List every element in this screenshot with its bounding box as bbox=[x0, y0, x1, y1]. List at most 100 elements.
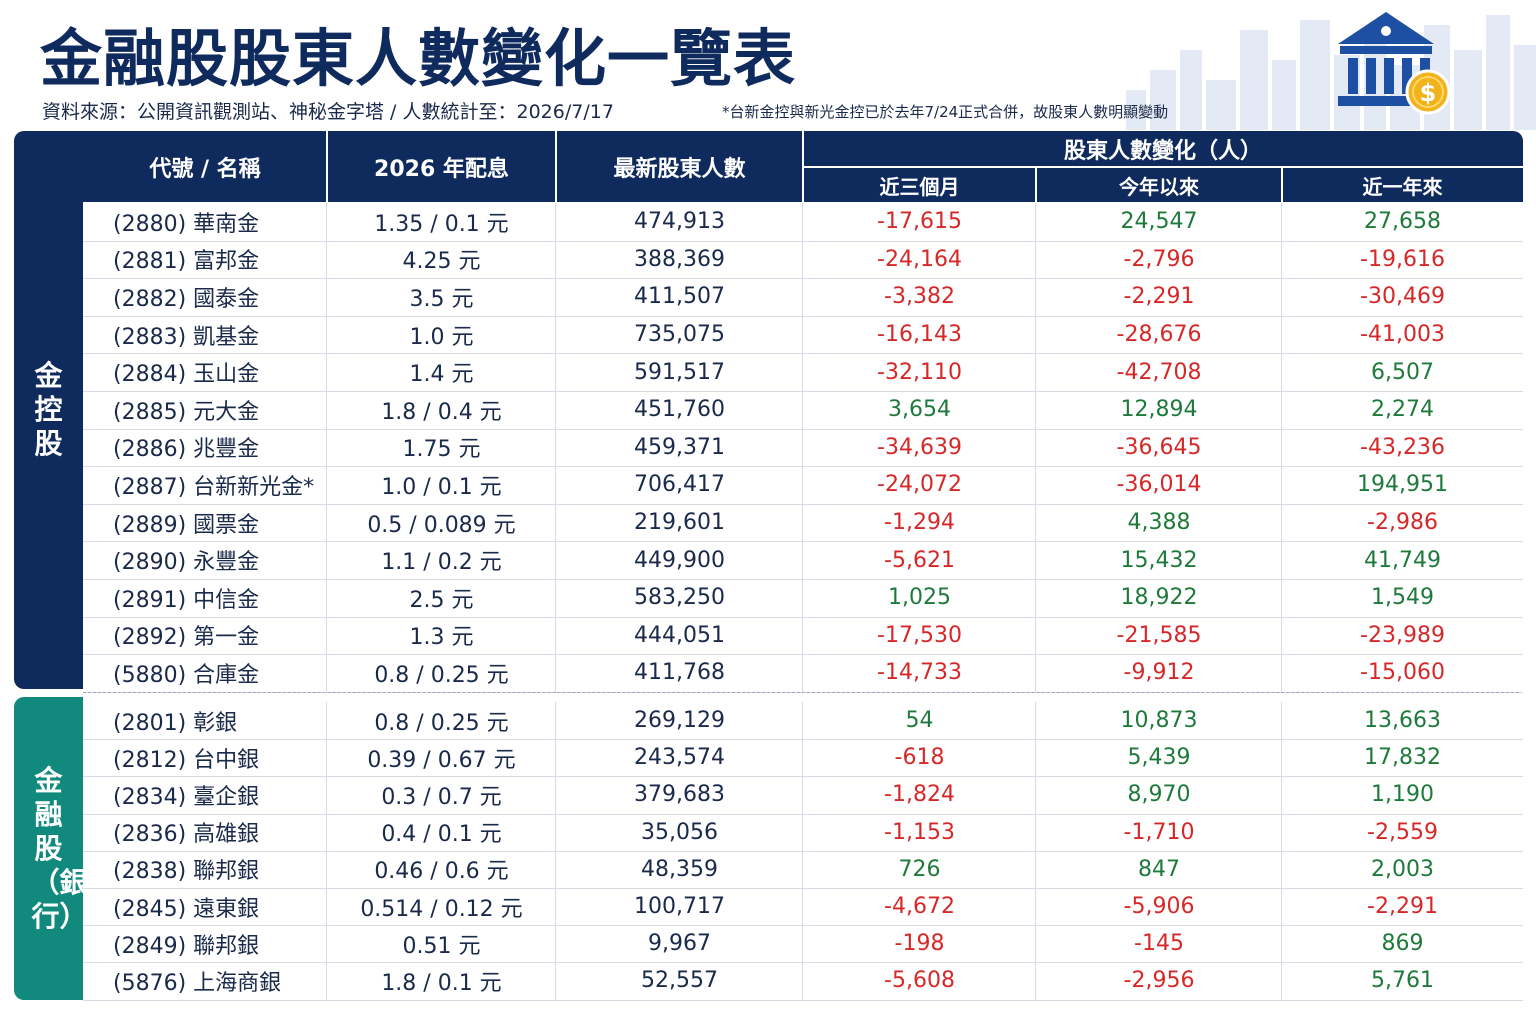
cell-m3: -24,072 bbox=[877, 472, 962, 498]
cell-dividend: 0.39 / 0.67 元 bbox=[367, 747, 516, 773]
cell-m3: -32,110 bbox=[877, 359, 962, 385]
cell-dividend: 1.4 元 bbox=[409, 362, 474, 388]
cell-y1: 6,507 bbox=[1371, 359, 1434, 385]
cell-ytd: 12,894 bbox=[1120, 397, 1198, 423]
cell-m3: 1,025 bbox=[888, 585, 951, 611]
table-header: 代號 / 名稱 2026 年配息 最新股東人數 股東人數變化（人） 近三個月 今… bbox=[83, 131, 1523, 202]
table-row: (2881) 富邦金 4.25 元 388,369 -24,164 -2,796 -19,… bbox=[83, 240, 1523, 280]
cell-name: (2884) 玉山金 bbox=[113, 362, 260, 388]
table-row: (5876) 上海商銀 1.8 / 0.1 元 52,557 -5,608 -2,956… bbox=[83, 962, 1523, 1001]
cell-y1: -41,003 bbox=[1360, 322, 1445, 348]
table-row: (2849) 聯邦銀 0.51 元 9,967 -198 -145 869 bbox=[83, 925, 1523, 964]
cell-holders: 48,359 bbox=[641, 856, 718, 882]
table-row: (2838) 聯邦銀 0.46 / 0.6 元 48,359 726 847 2,003 bbox=[83, 850, 1523, 889]
cell-holders: 706,417 bbox=[634, 472, 725, 498]
table-row: (2891) 中信金 2.5 元 583,250 1,025 18,922 1,549 bbox=[83, 579, 1523, 618]
cell-name: (2834) 臺企銀 bbox=[113, 784, 260, 810]
cell-m3: -17,615 bbox=[877, 209, 962, 235]
group-separator bbox=[83, 692, 1519, 693]
cell-holders: 474,913 bbox=[634, 209, 725, 235]
cell-dividend: 1.8 / 0.4 元 bbox=[381, 399, 502, 425]
page-title: 金融股股東人數變化一覽表 bbox=[40, 22, 797, 95]
cell-holders: 9,967 bbox=[648, 931, 711, 957]
cell-ytd: 4,388 bbox=[1127, 510, 1191, 536]
cell-name: (2890) 永豐金 bbox=[113, 550, 260, 576]
dollar-coin-icon: $ bbox=[1405, 69, 1451, 115]
merger-note: *台新金控與新光金控已於去年7/24正式合併，故股東人數明顯變動 bbox=[722, 103, 1169, 121]
cell-m3: -5,608 bbox=[884, 968, 955, 994]
cell-m3: -14,733 bbox=[877, 660, 962, 686]
cell-holders: 269,129 bbox=[634, 708, 725, 734]
cell-name: (2881) 富邦金 bbox=[113, 249, 260, 275]
cell-dividend: 0.8 / 0.25 元 bbox=[374, 710, 509, 736]
cell-dividend: 4.25 元 bbox=[402, 249, 481, 275]
cell-y1: 2,003 bbox=[1371, 856, 1434, 882]
header-dividend: 2026 年配息 bbox=[374, 156, 509, 182]
cell-ytd: -42,708 bbox=[1116, 359, 1202, 385]
table-row: (2889) 國票金 0.5 / 0.089 元 219,601 -1,294 4,38… bbox=[83, 503, 1523, 543]
cell-holders: 451,760 bbox=[634, 397, 725, 423]
cell-ytd: -28,676 bbox=[1116, 322, 1202, 348]
cell-holders: 583,250 bbox=[634, 585, 725, 611]
cell-y1: -2,291 bbox=[1367, 894, 1438, 920]
cell-ytd: -9,912 bbox=[1123, 660, 1195, 686]
cell-name: (2887) 台新新光金* bbox=[113, 474, 315, 500]
cell-dividend: 0.4 / 0.1 元 bbox=[381, 822, 502, 848]
table-row: (2892) 第一金 1.3 元 444,051 -17,530 -21,585 -23,… bbox=[83, 616, 1523, 656]
cell-ytd: -36,645 bbox=[1116, 434, 1202, 460]
svg-text:$: $ bbox=[1420, 79, 1437, 107]
cell-name: (2812) 台中銀 bbox=[113, 747, 260, 773]
table-row: (2886) 兆豐金 1.75 元 459,371 -34,639 -36,645 -43… bbox=[83, 428, 1523, 468]
cell-ytd: 18,922 bbox=[1120, 585, 1198, 611]
cell-ytd: 5,439 bbox=[1127, 745, 1191, 771]
city-skyline-icon bbox=[1126, 15, 1536, 130]
header-3-months: 近三個月 bbox=[879, 174, 960, 199]
cell-y1: -43,236 bbox=[1360, 434, 1445, 460]
cell-name: (2891) 中信金 bbox=[113, 587, 260, 613]
table-row: (2890) 永豐金 1.1 / 0.2 元 449,900 -5,621 15,432… bbox=[83, 541, 1523, 580]
cell-ytd: -2,291 bbox=[1123, 284, 1195, 310]
table-row: (2885) 元大金 1.8 / 0.4 元 451,760 3,654 12,894 2… bbox=[83, 391, 1523, 430]
cell-holders: 243,574 bbox=[634, 745, 725, 771]
bank-building-icon: $ bbox=[1338, 12, 1451, 115]
cell-name: (2838) 聯邦銀 bbox=[113, 859, 260, 885]
cell-name: (2882) 國泰金 bbox=[113, 286, 260, 312]
cell-holders: 35,056 bbox=[641, 819, 718, 845]
table-row: (2801) 彰銀 0.8 / 0.25 元 269,129 54 10,873 13,6… bbox=[83, 702, 1523, 741]
cell-ytd: 24,547 bbox=[1120, 209, 1198, 235]
cell-m3: -16,143 bbox=[877, 322, 962, 348]
cell-name: (2885) 元大金 bbox=[113, 399, 260, 425]
cell-dividend: 0.46 / 0.6 元 bbox=[374, 859, 509, 885]
header-code-name: 代號 / 名稱 bbox=[149, 156, 261, 182]
cell-holders: 444,051 bbox=[634, 622, 725, 648]
cell-name: (2849) 聯邦銀 bbox=[113, 933, 260, 959]
cell-name: (2889) 國票金 bbox=[113, 512, 260, 538]
cell-holders: 411,768 bbox=[634, 660, 725, 686]
cell-name: (5880) 合庫金 bbox=[113, 662, 260, 688]
cell-m3: -3,382 bbox=[884, 284, 955, 310]
cell-y1: 27,658 bbox=[1364, 209, 1441, 235]
header-holders: 最新股東人數 bbox=[613, 156, 746, 182]
cell-ytd: 10,873 bbox=[1120, 708, 1198, 734]
header-ytd: 今年以來 bbox=[1119, 174, 1199, 199]
table-row: (2884) 玉山金 1.4 元 591,517 -32,110 -42,708 6,50… bbox=[83, 353, 1523, 392]
cell-m3: -34,639 bbox=[877, 434, 962, 460]
cell-y1: 869 bbox=[1381, 931, 1424, 957]
cell-name: (2845) 遠東銀 bbox=[113, 896, 260, 922]
data-source: 資料來源：公開資訊觀測站、神秘金字塔 / 人數統計至：2026/7/17 bbox=[42, 101, 614, 123]
cell-y1: -15,060 bbox=[1360, 660, 1445, 686]
cell-y1: 2,274 bbox=[1371, 397, 1434, 423]
cell-holders: 591,517 bbox=[634, 359, 725, 385]
cell-name: (2880) 華南金 bbox=[113, 211, 260, 237]
cell-holders: 379,683 bbox=[634, 782, 725, 808]
cell-y1: -2,559 bbox=[1367, 819, 1438, 845]
group-label-holding: 金控股 bbox=[14, 131, 83, 689]
cell-holders: 459,371 bbox=[634, 434, 725, 460]
cell-ytd: -145 bbox=[1134, 931, 1184, 957]
cell-dividend: 1.0 元 bbox=[409, 324, 474, 350]
cell-y1: -19,616 bbox=[1360, 246, 1445, 272]
cell-m3: -5,621 bbox=[884, 547, 955, 573]
cell-holders: 219,601 bbox=[634, 510, 725, 536]
cell-m3: 54 bbox=[905, 708, 934, 734]
cell-name: (2892) 第一金 bbox=[113, 625, 260, 651]
